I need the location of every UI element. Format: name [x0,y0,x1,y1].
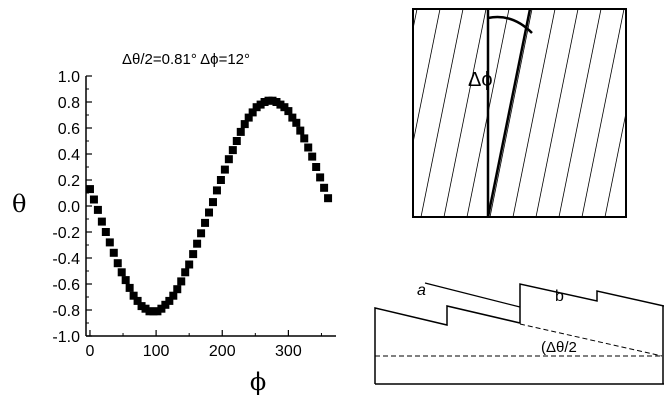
data-point [296,126,305,135]
data-point [109,248,118,257]
hatch-line [352,9,394,217]
data-point [169,291,178,300]
hatch-line [558,9,602,217]
y-tick-label: 0.2 [58,173,80,190]
data-point [121,276,130,285]
y-tick-label: -0.6 [52,277,80,294]
hatch-line [581,9,625,217]
x-tick-label: 100 [143,343,170,360]
data-point [125,283,134,292]
data-point [129,291,138,300]
hatch-line [651,9,664,217]
data-point [205,208,214,217]
hatch-line [535,9,579,217]
data-point [193,239,202,248]
data-point [236,127,245,136]
dashed-tilted-reference [519,323,663,357]
x-ticks: 0 100 200 300 [86,330,322,360]
chart-plot: Δθ/2=0.81° Δϕ=12° -1.0 -0.8 -0.6 -0.4 -0.2 0.… [12,51,336,396]
data-point [113,259,122,268]
inset-grating-rotation: Δϕ [329,8,664,218]
data-point [240,120,249,129]
data-point [324,194,333,203]
data-point [93,205,102,214]
data-point [181,268,190,277]
data-point [292,118,301,127]
label-b: b [555,288,564,305]
data-point [177,277,186,286]
x-tick-label: 300 [275,343,302,360]
data-point [208,198,217,207]
data-point [165,296,174,305]
hatch-line [512,9,556,217]
hatch-line [420,9,464,217]
data-point [173,285,182,294]
label-a: a [417,282,426,299]
angle-arc [487,15,533,34]
y-tick-label: -0.2 [52,225,80,242]
hatch-line [443,9,487,217]
data-point [288,113,297,122]
chart-title: Δθ/2=0.81° Δϕ=12° [122,51,250,68]
tilted-reference-line [486,8,532,218]
y-tick-label: 0.0 [58,199,80,216]
y-tick-label: 0.8 [58,95,80,112]
y-tick-label: -1.0 [52,329,80,346]
data-point [97,217,106,226]
y-tick-label: 0.4 [58,147,80,164]
hatch-line [329,9,371,217]
x-axis-label: ϕ [250,368,266,396]
data-point [244,113,253,122]
angle-label: (Δθ/2 [541,339,577,356]
inset-grating-profile: a b (Δθ/2 [374,282,664,385]
data-point [220,165,229,174]
data-point [117,268,126,277]
data-point [189,250,198,259]
y-tick-label: -0.8 [52,303,80,320]
data-point [201,218,210,227]
data-markers [85,96,333,316]
x-tick-label: 200 [209,343,236,360]
sawtooth-surface [374,283,664,384]
hatch-lines [329,9,664,217]
y-tick-label: 1.0 [58,69,80,86]
data-point [89,195,98,204]
inset-top-frame [412,8,627,218]
data-point [85,185,94,194]
hatch-line [604,110,626,217]
data-point [232,137,241,145]
data-point [197,229,206,238]
delta-phi-label: Δϕ [468,69,493,91]
hatch-line [489,9,533,217]
hatch-line [413,9,418,31]
y-ticks: -1.0 -0.8 -0.6 -0.4 -0.2 0.0 0.2 0.4 0.6 0.8 1.0 [52,69,92,346]
data-point [316,173,325,182]
hatch-line [628,9,664,217]
data-point [228,146,237,155]
x-tick-label: 0 [86,343,95,360]
data-point [320,183,329,192]
data-point [185,260,194,269]
y-tick-label: -0.4 [52,251,80,268]
data-point [248,108,257,117]
data-point [284,107,293,116]
data-point [212,186,221,195]
hatch-line [413,9,441,145]
data-point [105,238,114,247]
data-point [308,152,317,161]
data-point [224,155,233,164]
data-point [312,163,321,171]
data-point [133,296,142,305]
facet-normal-line-a [424,282,521,308]
data-point [101,228,110,236]
data-point [216,176,225,184]
data-point [300,134,309,143]
y-axis-label: θ [12,190,26,218]
y-tick-label: 0.6 [58,121,80,138]
data-point [304,143,313,152]
